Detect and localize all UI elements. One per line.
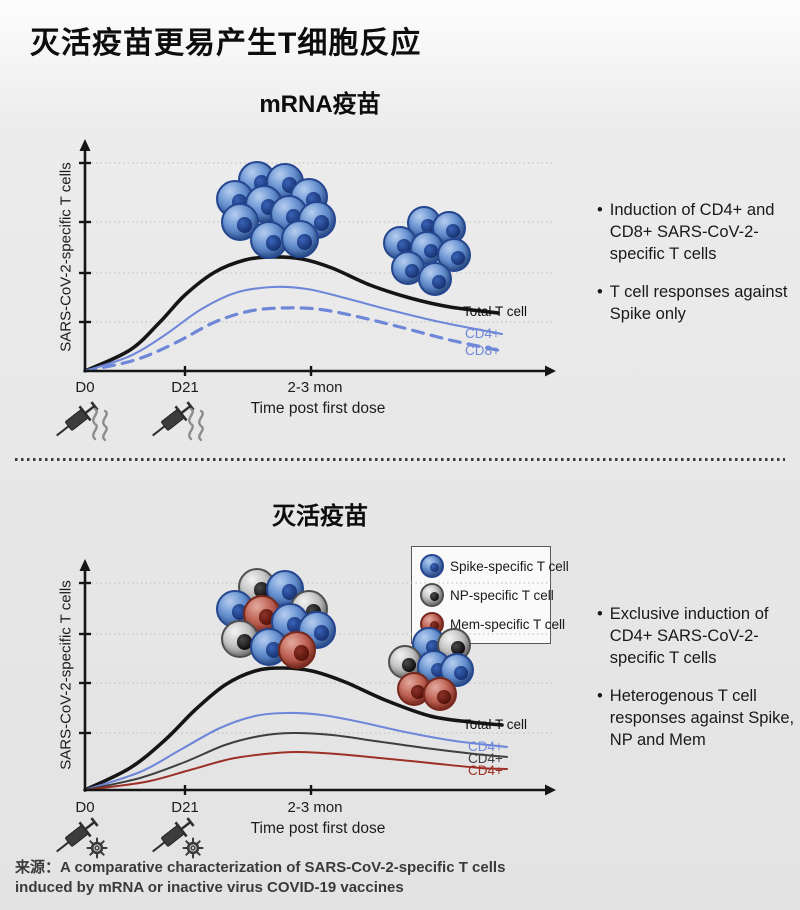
virus-icon [86, 837, 108, 859]
inactivated-xtick-d0: D0 [75, 799, 95, 816]
blue-t-cell-icon [437, 238, 471, 272]
bullet-text: Exclusive induction of CD4+ SARS-CoV-2-s… [609, 605, 769, 667]
legend-item: Spike-specific T cell [420, 554, 569, 578]
mrna-y-axis-label: SARS-CoV-2-specific T cells [57, 162, 75, 352]
inactivated-cd4-spike-line-label: CD4+ [468, 739, 503, 754]
bullet-text: Induction of CD4+ and CD8+ SARS-CoV-2-sp… [609, 201, 775, 263]
inactivated-key-points: • Exclusive induction of CD4+ SARS-CoV-2… [597, 604, 797, 752]
bullet-dot: • [597, 687, 603, 706]
inactivated-xtick-d21: D21 [171, 799, 199, 816]
mrna-strand-icon [102, 409, 108, 442]
dotted-divider [15, 458, 785, 461]
legend-item: Mem-specific T cell [420, 612, 565, 636]
mrna-cd4-line-label: CD4+ [465, 326, 500, 341]
mrna-xtick-d21: D21 [171, 379, 199, 396]
inactivated-chart-area: SARS-CoV-2-specific T cells D0 D21 2-3 m… [0, 555, 800, 859]
mrna-cd8-line-label: CD8+ [465, 343, 500, 358]
bullet-text: Heterogenous T cell responses against Sp… [609, 687, 795, 749]
syringe-virus-icon [152, 817, 204, 859]
bullet-dot: • [597, 201, 603, 219]
np-cell-icon [420, 583, 444, 607]
inactivated-total-line-label: Total T cell [463, 717, 528, 732]
mrna-strand-icon [198, 409, 204, 442]
blue-t-cell-icon [298, 611, 336, 649]
bullet-item: • Heterogenous T cell responses against … [597, 686, 797, 751]
spike-cell-icon [420, 554, 444, 578]
inactivated-xtick-23mon: 2-3 mon [287, 799, 343, 816]
mrna-xtick-d0: D0 [75, 379, 95, 396]
syringe-virus-icon [56, 817, 108, 859]
inactivated-x-axis-label: Time post first dose [250, 820, 386, 837]
inactivated-cd4-np-line-label: CD4+ [468, 751, 503, 766]
inactivated-panel-title: 灭活疫苗 [272, 503, 368, 530]
blue-t-cell-icon [281, 220, 319, 258]
page-title: 灭活疫苗更易产生T细胞反应 [30, 27, 422, 60]
legend-label: Mem-specific T cell [450, 616, 566, 632]
bullet-dot: • [597, 605, 603, 623]
legend-item: NP-specific T cell [420, 583, 554, 607]
mrna-chart-area: SARS-CoV-2-specific T cells D0 D21 2-3 m… [0, 135, 800, 442]
mrna-x-axis-label: Time post first dose [250, 400, 386, 417]
bullet-item: • Exclusive induction of CD4+ SARS-CoV-2… [597, 604, 797, 669]
legend-label: Spike-specific T cell [450, 558, 569, 574]
mrna-strand-icon [188, 407, 194, 441]
inactivated-y-axis-label: SARS-CoV-2-specific T cells [57, 580, 75, 770]
inactivated-chart-svg [79, 559, 556, 796]
syringe-mrna-icon [56, 401, 108, 442]
mrna-xtick-23mon: 2-3 mon [287, 379, 343, 396]
bullet-item: • T cell responses against Spike only [597, 282, 797, 326]
bullet-item: • Induction of CD4+ and CD8+ SARS-CoV-2-… [597, 200, 797, 265]
bullet-text: T cell responses against Spike only [609, 283, 788, 324]
red-t-cell-icon [423, 677, 457, 711]
mrna-strand-icon [92, 407, 98, 441]
source-citation: 来源：A comparative characterization of SAR… [15, 859, 506, 897]
legend-label: NP-specific T cell [450, 587, 554, 603]
bullet-dot: • [597, 283, 603, 302]
inactivated-cd4-mem-line-label: CD4+ [468, 763, 503, 778]
mrna-panel-title: mRNA疫苗 [259, 91, 381, 118]
red-t-cell-icon [278, 631, 316, 669]
virus-icon [182, 837, 204, 859]
blue-t-cell-icon [418, 262, 452, 296]
cell-type-legend: Spike-specific T cell NP-specific T cell… [411, 546, 569, 644]
mrna-total-line-label: Total T cell [463, 304, 528, 319]
mrna-key-points: • Induction of CD4+ and CD8+ SARS-CoV-2-… [597, 200, 797, 326]
syringe-mrna-icon [152, 401, 204, 442]
